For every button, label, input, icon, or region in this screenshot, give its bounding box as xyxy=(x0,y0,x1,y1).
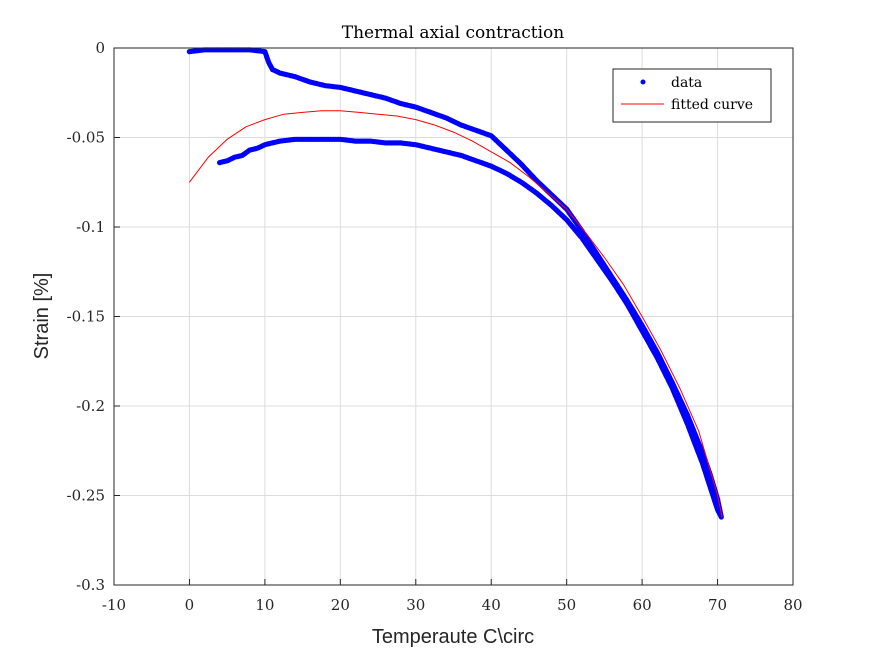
chart-title: Thermal axial contraction xyxy=(342,23,565,43)
x-tick-label: 70 xyxy=(708,596,727,614)
tick-labels: -10 0 10 20 30 40 50 60 70 80 0 -0.05 -0.1 -0.15 -0.2 -… xyxy=(67,39,803,614)
fitted-curve-line xyxy=(189,110,723,518)
x-tick-label: 80 xyxy=(783,596,802,614)
legend-data-marker xyxy=(640,79,646,85)
y-tick-label: -0.2 xyxy=(76,397,105,415)
x-tick-label: -10 xyxy=(102,596,126,614)
x-tick-label: 20 xyxy=(331,596,350,614)
x-tick-label: 50 xyxy=(557,596,576,614)
legend-fit-label: fitted curve xyxy=(671,97,753,113)
x-tick-label: 10 xyxy=(255,596,274,614)
x-tick-label: 30 xyxy=(406,596,425,614)
x-tick-label: 40 xyxy=(482,596,501,614)
series-layer xyxy=(186,47,724,520)
x-tick-label: 60 xyxy=(633,596,652,614)
y-axis-label: Strain [%] xyxy=(31,273,53,360)
axis-ticks xyxy=(113,47,794,586)
y-tick-label: -0.1 xyxy=(76,218,105,236)
y-tick-label: -0.15 xyxy=(67,308,105,326)
series-data-points xyxy=(186,47,724,520)
y-tick-label: 0 xyxy=(95,39,105,57)
y-tick-label: -0.25 xyxy=(67,487,105,505)
legend-box xyxy=(612,68,772,123)
legend-data-label: data xyxy=(671,75,702,91)
x-axis-label: Temperaute C\circ xyxy=(372,626,534,648)
y-tick-label: -0.05 xyxy=(67,129,105,147)
y-tick-label: -0.3 xyxy=(76,576,105,594)
x-tick-label: 0 xyxy=(185,596,195,614)
data-point xyxy=(217,160,223,166)
legend: data fitted curve xyxy=(612,68,772,123)
